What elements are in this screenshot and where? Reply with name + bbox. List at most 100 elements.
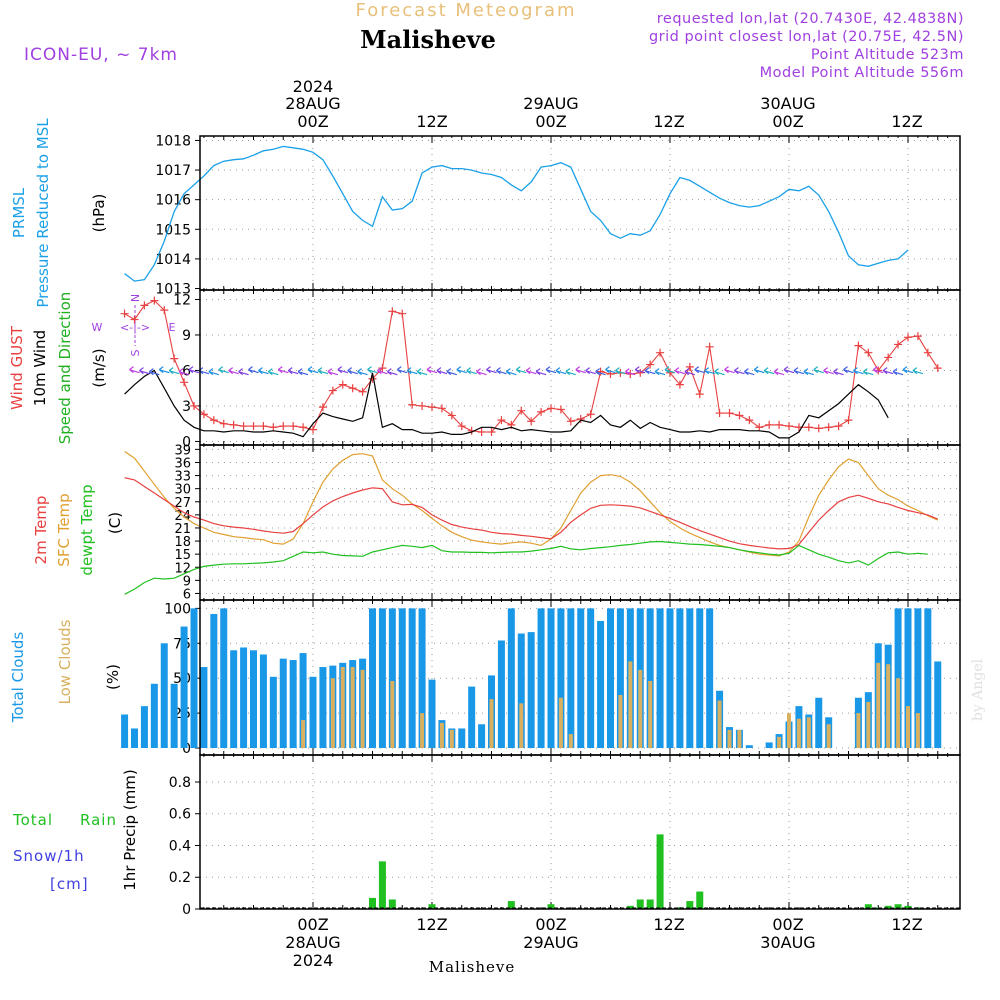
wind-direction-arrow [386, 368, 398, 376]
wind-direction-arrow [267, 368, 279, 376]
model-label: ICON-EU, ~ 7km [24, 45, 178, 65]
compass-e: E [169, 321, 176, 334]
temp-label-2m: 2m Temp [32, 496, 50, 565]
cloud-labels: Total Clouds Low Clouds (%) [9, 619, 122, 723]
low-cloud-bar [826, 724, 831, 749]
gust-point [249, 422, 258, 431]
low-cloud-bar [737, 729, 742, 749]
y-tick-label: 1018 [155, 133, 191, 149]
wind-direction-arrow [872, 366, 884, 374]
wind-direction-arrow [168, 367, 180, 375]
gust-point [428, 403, 436, 412]
wind-direction-arrow [525, 367, 537, 375]
gust-point [864, 348, 873, 357]
wind-direction-arrow [148, 368, 160, 376]
wind-direction-arrow [505, 368, 517, 376]
gust-point [219, 419, 228, 428]
gust-point [180, 378, 189, 387]
gust-point [755, 423, 764, 432]
gust-point [279, 422, 288, 431]
total-cloud-bar [696, 608, 704, 749]
rain-bar [864, 904, 872, 909]
low-cloud-bar [727, 729, 732, 749]
wind-label-wind: 10m Wind [31, 330, 49, 406]
gust-point [318, 403, 327, 412]
top-date-1: 28AUG [285, 94, 340, 113]
wind-label-dir: Speed and Direction [56, 292, 74, 445]
total-cloud-bar [369, 608, 376, 749]
wind-direction-arrow [624, 368, 636, 376]
total-cloud-bar [200, 667, 208, 749]
wind-direction-arrow [555, 367, 567, 375]
sfc-temp-line [124, 451, 939, 557]
low-cloud-bar [915, 713, 920, 749]
low-cloud-bar [787, 713, 791, 749]
total-cloud-bar [765, 742, 773, 749]
total-cloud-bar [279, 658, 287, 749]
wind-direction-arrow [158, 366, 170, 374]
wind-direction-arrow [446, 368, 458, 376]
wind-direction-arrow [882, 367, 894, 375]
wind-labels: Wind GUST 10m Wind Speed and Direction (… [8, 292, 176, 445]
total-cloud-bar [418, 608, 426, 749]
gust-point [199, 410, 208, 419]
bottom-hour-6: 12Z [891, 915, 922, 934]
total-cloud-bar [210, 613, 218, 749]
grid-point: grid point closest lon,lat (20.75E, 42.5… [649, 29, 964, 45]
gust-point [695, 390, 704, 399]
low-cloud-bar [449, 729, 454, 749]
bottom-hour-4: 12Z [653, 915, 684, 934]
total-cloud-bar [646, 608, 654, 749]
gust-point [884, 353, 893, 362]
top-hour-2: 12Z [416, 112, 447, 131]
gust-point [338, 380, 347, 389]
low-cloud-bar [796, 718, 801, 749]
low-cloud-bar [489, 699, 494, 749]
compass-w: W [92, 321, 103, 334]
total-cloud-bar [607, 608, 614, 749]
low-cloud-bar [350, 667, 355, 749]
wind-direction-arrow [793, 367, 805, 375]
total-cloud-bar [478, 724, 486, 749]
requested-point: requested lon,lat (20.7430E, 42.4838N) [657, 11, 964, 27]
rain-bar [507, 901, 515, 909]
wind-direction-arrow [634, 366, 646, 374]
gust-point [487, 427, 496, 436]
wind-direction-arrow [327, 368, 339, 376]
gust-point [140, 301, 149, 310]
gust-point [348, 384, 357, 393]
precip-label-cm: [cm] [50, 875, 89, 893]
y-tick-label: 33 [174, 470, 191, 485]
low-cloud-bar [618, 694, 623, 749]
low-cloud-bar [330, 678, 335, 749]
temp-label-dew: dewpt Temp [78, 484, 96, 575]
total-cloud-bar [686, 608, 694, 749]
top-year: 2024 [293, 77, 334, 96]
y-tick-label: 0.2 [169, 870, 191, 886]
wind-direction-arrow [238, 368, 249, 376]
wind-direction-arrow [644, 367, 656, 375]
wind-direction-arrow [535, 368, 547, 376]
low-cloud-bar [717, 700, 722, 749]
wind-direction-arrow [406, 367, 418, 375]
watermark: by Angel [970, 658, 986, 721]
total-cloud-bar [170, 683, 178, 749]
total-cloud-bar [299, 653, 307, 749]
gust-point [666, 368, 674, 377]
precip-label-total: Total [12, 811, 53, 829]
wind-direction-arrow [694, 366, 705, 374]
top-time-axis: 2024 28AUG 29AUG 30AUG 00Z 12Z 00Z 12Z 0… [285, 77, 922, 131]
top-hour-5: 00Z [772, 112, 803, 131]
gust-point [715, 409, 724, 418]
total-cloud-bar [706, 608, 714, 749]
y-tick-label: 0 [182, 434, 191, 450]
wind-direction-arrow [545, 366, 557, 374]
gust-point [328, 386, 337, 395]
gust-point [824, 423, 833, 432]
gust-point [804, 423, 813, 432]
panel-frame [199, 754, 961, 910]
rain-bar [388, 899, 396, 909]
y-tick-label: 36 [174, 456, 191, 471]
model-altitude: Model Point Altitude 556m [760, 65, 964, 81]
